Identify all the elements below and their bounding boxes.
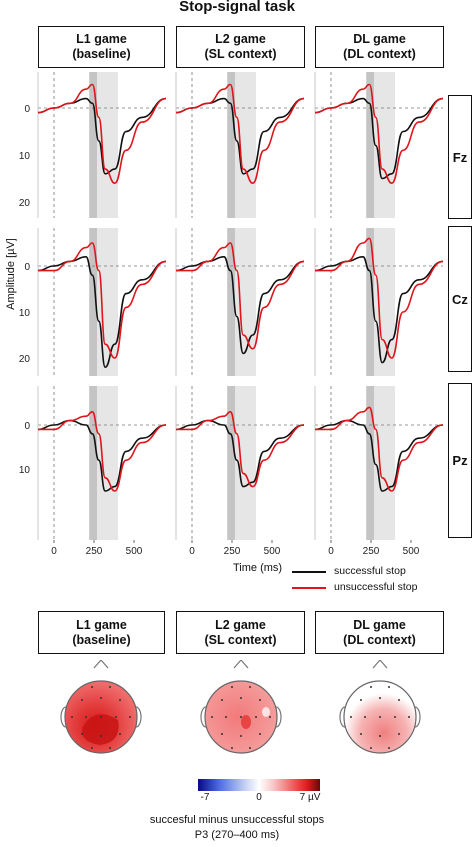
unsuccessful-stop-line xyxy=(176,242,305,350)
y-tick-label: 10 xyxy=(19,308,31,319)
legend-successful-swatch xyxy=(292,571,326,573)
erp-panel-fz-1 xyxy=(37,72,167,218)
shaded-window-dark xyxy=(89,386,98,540)
legend-unsuccessful-swatch xyxy=(292,587,326,589)
electrodes-l2 xyxy=(211,686,271,749)
erp-panel-pz-1 xyxy=(37,386,167,540)
x-axis-label: Time (ms) xyxy=(233,562,283,574)
unsuccessful-stop-line xyxy=(176,410,305,488)
shaded-window-dark xyxy=(227,386,236,540)
row-header-cz: Cz xyxy=(448,226,472,372)
column-header-l1: L1 game (baseline) xyxy=(38,26,165,68)
unsuccessful-stop-line xyxy=(38,242,167,359)
colorbar xyxy=(198,779,320,791)
topo-header-l2: L2 game (SL context) xyxy=(176,611,305,654)
topomap-caption-line2: P3 (270–400 ms) xyxy=(194,829,280,841)
shaded-window-dark xyxy=(89,228,98,376)
shaded-window-light xyxy=(374,386,395,540)
column-header-dl: DL game (DL context) xyxy=(315,26,444,68)
unsuccessful-stop-line xyxy=(314,83,444,185)
y-tick-label: 0 xyxy=(24,262,30,273)
topo-header-l1-line2: (baseline) xyxy=(72,632,131,647)
erp-panel-cz-1 xyxy=(37,228,167,376)
x-tick-label: 500 xyxy=(126,546,143,557)
column-header-l2-line1: L2 game xyxy=(215,32,266,46)
shaded-window-light xyxy=(374,228,395,376)
shaded-window-light xyxy=(374,72,395,218)
shaded-window-dark xyxy=(366,386,375,540)
column-header-dl-line1: DL game xyxy=(353,32,406,46)
topomap-l2 xyxy=(200,660,282,754)
shaded-window-light xyxy=(235,386,256,540)
shaded-window-light xyxy=(97,386,118,540)
row-header-fz: Fz xyxy=(448,95,472,219)
shaded-window-dark xyxy=(227,228,236,376)
topo-header-l2-line1: L2 game xyxy=(215,617,266,632)
unsuccessful-stop-line xyxy=(37,83,167,185)
successful-stop-line xyxy=(175,419,305,488)
x-tick-label: 500 xyxy=(403,546,420,557)
x-tick-label: 0 xyxy=(51,546,57,557)
topomap-caption-line1: succesful minus unsuccessful stops xyxy=(149,814,325,826)
topo-header-l2-line2: (SL context) xyxy=(204,632,277,647)
x-tick-label: 250 xyxy=(363,546,380,557)
unsuccessful-stop-line xyxy=(175,83,305,185)
column-header-l1-line2: (baseline) xyxy=(72,47,131,61)
x-tick-label: 250 xyxy=(86,546,103,557)
electrodes-l1 xyxy=(71,686,131,749)
shaded-window-light xyxy=(97,228,118,376)
shaded-window-dark xyxy=(366,72,375,218)
erp-panel-pz-3 xyxy=(314,386,444,540)
successful-stop-line xyxy=(37,255,167,369)
shaded-window-light xyxy=(235,228,256,376)
topo-header-l1-line1: L1 game xyxy=(76,617,127,632)
topo-header-dl-line1: DL game xyxy=(353,617,406,632)
column-header-l2-line2: (SL context) xyxy=(204,47,277,61)
successful-stop-line xyxy=(314,419,444,492)
erp-panel-fz-3 xyxy=(314,72,444,218)
shaded-window-dark xyxy=(366,228,375,376)
erp-panel-pz-2 xyxy=(175,386,305,540)
row-header-pz: Pz xyxy=(448,383,472,538)
x-tick-label: 0 xyxy=(328,546,334,557)
colorbar-max-label: 7 µV xyxy=(299,792,321,803)
x-tick-label: 0 xyxy=(189,546,195,557)
unsuccessful-stop-line xyxy=(315,237,444,359)
y-tick-label: 0 xyxy=(24,104,30,115)
y-tick-label: 10 xyxy=(19,465,31,476)
x-tick-label: 250 xyxy=(224,546,241,557)
column-header-dl-line2: (DL context) xyxy=(343,47,416,61)
unsuccessful-stop-line xyxy=(315,406,444,492)
topo-header-dl-line2: (DL context) xyxy=(343,632,416,647)
figure-title: Stop-signal task xyxy=(179,0,295,15)
column-header-l1-line1: L1 game xyxy=(76,32,127,46)
topomaps xyxy=(60,660,421,754)
electrodes-dl xyxy=(350,686,410,749)
column-header-l2: L2 game (SL context) xyxy=(176,26,305,68)
y-tick-label: 20 xyxy=(19,354,31,365)
legend-successful-label: successful stop xyxy=(334,565,406,577)
legend-unsuccessful-label: unsuccessful stop xyxy=(334,581,418,593)
y-tick-label: 0 xyxy=(24,421,30,432)
topomap-dl xyxy=(339,660,421,754)
topomap-l1 xyxy=(60,660,142,754)
shaded-window-dark xyxy=(227,72,236,218)
shaded-window-dark xyxy=(89,72,98,218)
y-tick-label: 10 xyxy=(19,151,31,162)
erp-panel-cz-3 xyxy=(314,228,444,376)
successful-stop-line xyxy=(314,255,444,364)
erp-panel-fz-2 xyxy=(175,72,305,218)
topo-header-dl: DL game (DL context) xyxy=(315,611,444,654)
successful-stop-line xyxy=(175,255,305,355)
colorbar-mid-label: 0 xyxy=(256,792,262,803)
colorbar-gradient xyxy=(198,779,320,791)
unsuccessful-stop-line xyxy=(38,410,167,492)
erp-panel-cz-2 xyxy=(175,228,305,376)
successful-stop-line xyxy=(37,419,167,492)
x-tick-label: 500 xyxy=(264,546,281,557)
erp-chart: 0 10 20 0 10 20 0 10 0 250 500 0 250 500 0 250 500 xyxy=(19,72,444,557)
colorbar-min-label: -7 xyxy=(200,792,210,803)
topo-header-l1: L1 game (baseline) xyxy=(38,611,165,654)
y-tick-label: 20 xyxy=(19,198,31,209)
